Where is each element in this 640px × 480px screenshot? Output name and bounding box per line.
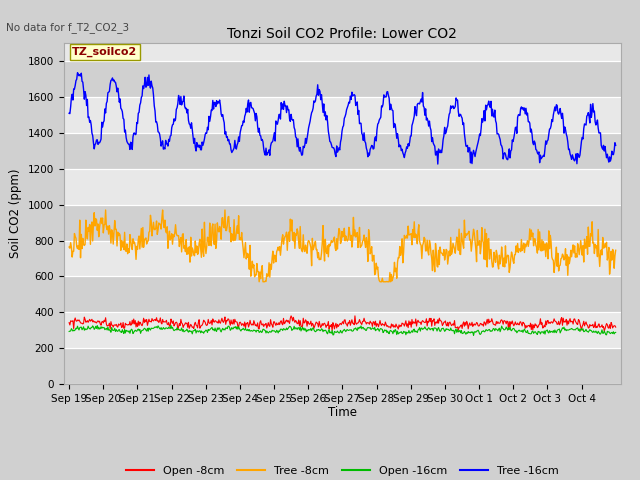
Text: TZ_soilco2: TZ_soilco2: [72, 47, 138, 58]
X-axis label: Time: Time: [328, 407, 357, 420]
Bar: [64, 204, 621, 240]
Title: Tonzi Soil CO2 Profile: Lower CO2: Tonzi Soil CO2 Profile: Lower CO2: [227, 27, 458, 41]
Legend: Open -8cm, Tree -8cm, Open -16cm, Tree -16cm: Open -8cm, Tree -8cm, Open -16cm, Tree -…: [122, 462, 563, 480]
Y-axis label: Soil CO2 (ppm): Soil CO2 (ppm): [10, 169, 22, 258]
Bar: [64, 276, 621, 312]
Bar: [64, 348, 621, 384]
Text: No data for f_T2_CO2_3: No data for f_T2_CO2_3: [6, 22, 129, 33]
Bar: [64, 133, 621, 169]
Bar: [64, 61, 621, 97]
